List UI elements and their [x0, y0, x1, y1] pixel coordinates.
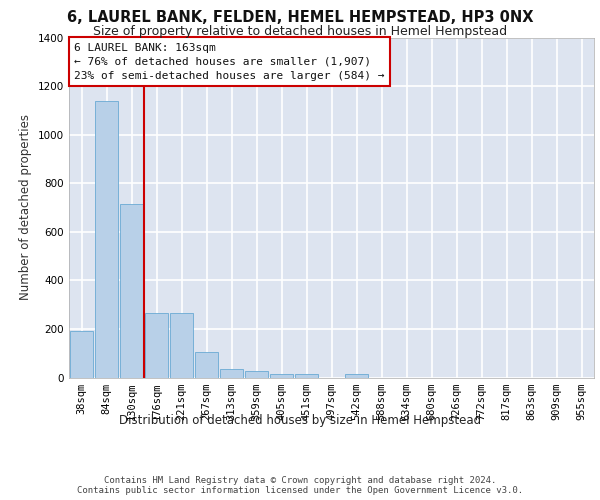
- Bar: [245, 370, 268, 378]
- Bar: [120, 204, 143, 378]
- Y-axis label: Number of detached properties: Number of detached properties: [19, 114, 32, 300]
- Bar: [345, 374, 368, 378]
- Text: Contains HM Land Registry data © Crown copyright and database right 2024.: Contains HM Land Registry data © Crown c…: [104, 476, 496, 485]
- Bar: [195, 352, 218, 378]
- Text: Distribution of detached houses by size in Hemel Hempstead: Distribution of detached houses by size …: [119, 414, 481, 427]
- Text: Contains public sector information licensed under the Open Government Licence v3: Contains public sector information licen…: [77, 486, 523, 495]
- Text: 6, LAUREL BANK, FELDEN, HEMEL HEMPSTEAD, HP3 0NX: 6, LAUREL BANK, FELDEN, HEMEL HEMPSTEAD,…: [67, 10, 533, 25]
- Text: Size of property relative to detached houses in Hemel Hempstead: Size of property relative to detached ho…: [93, 25, 507, 38]
- Bar: [145, 313, 168, 378]
- Text: 6 LAUREL BANK: 163sqm
← 76% of detached houses are smaller (1,907)
23% of semi-d: 6 LAUREL BANK: 163sqm ← 76% of detached …: [74, 42, 385, 80]
- Bar: [295, 374, 318, 378]
- Bar: [220, 369, 243, 378]
- Bar: [170, 313, 193, 378]
- Bar: [270, 374, 293, 378]
- Bar: [70, 332, 93, 378]
- Bar: [95, 100, 118, 378]
